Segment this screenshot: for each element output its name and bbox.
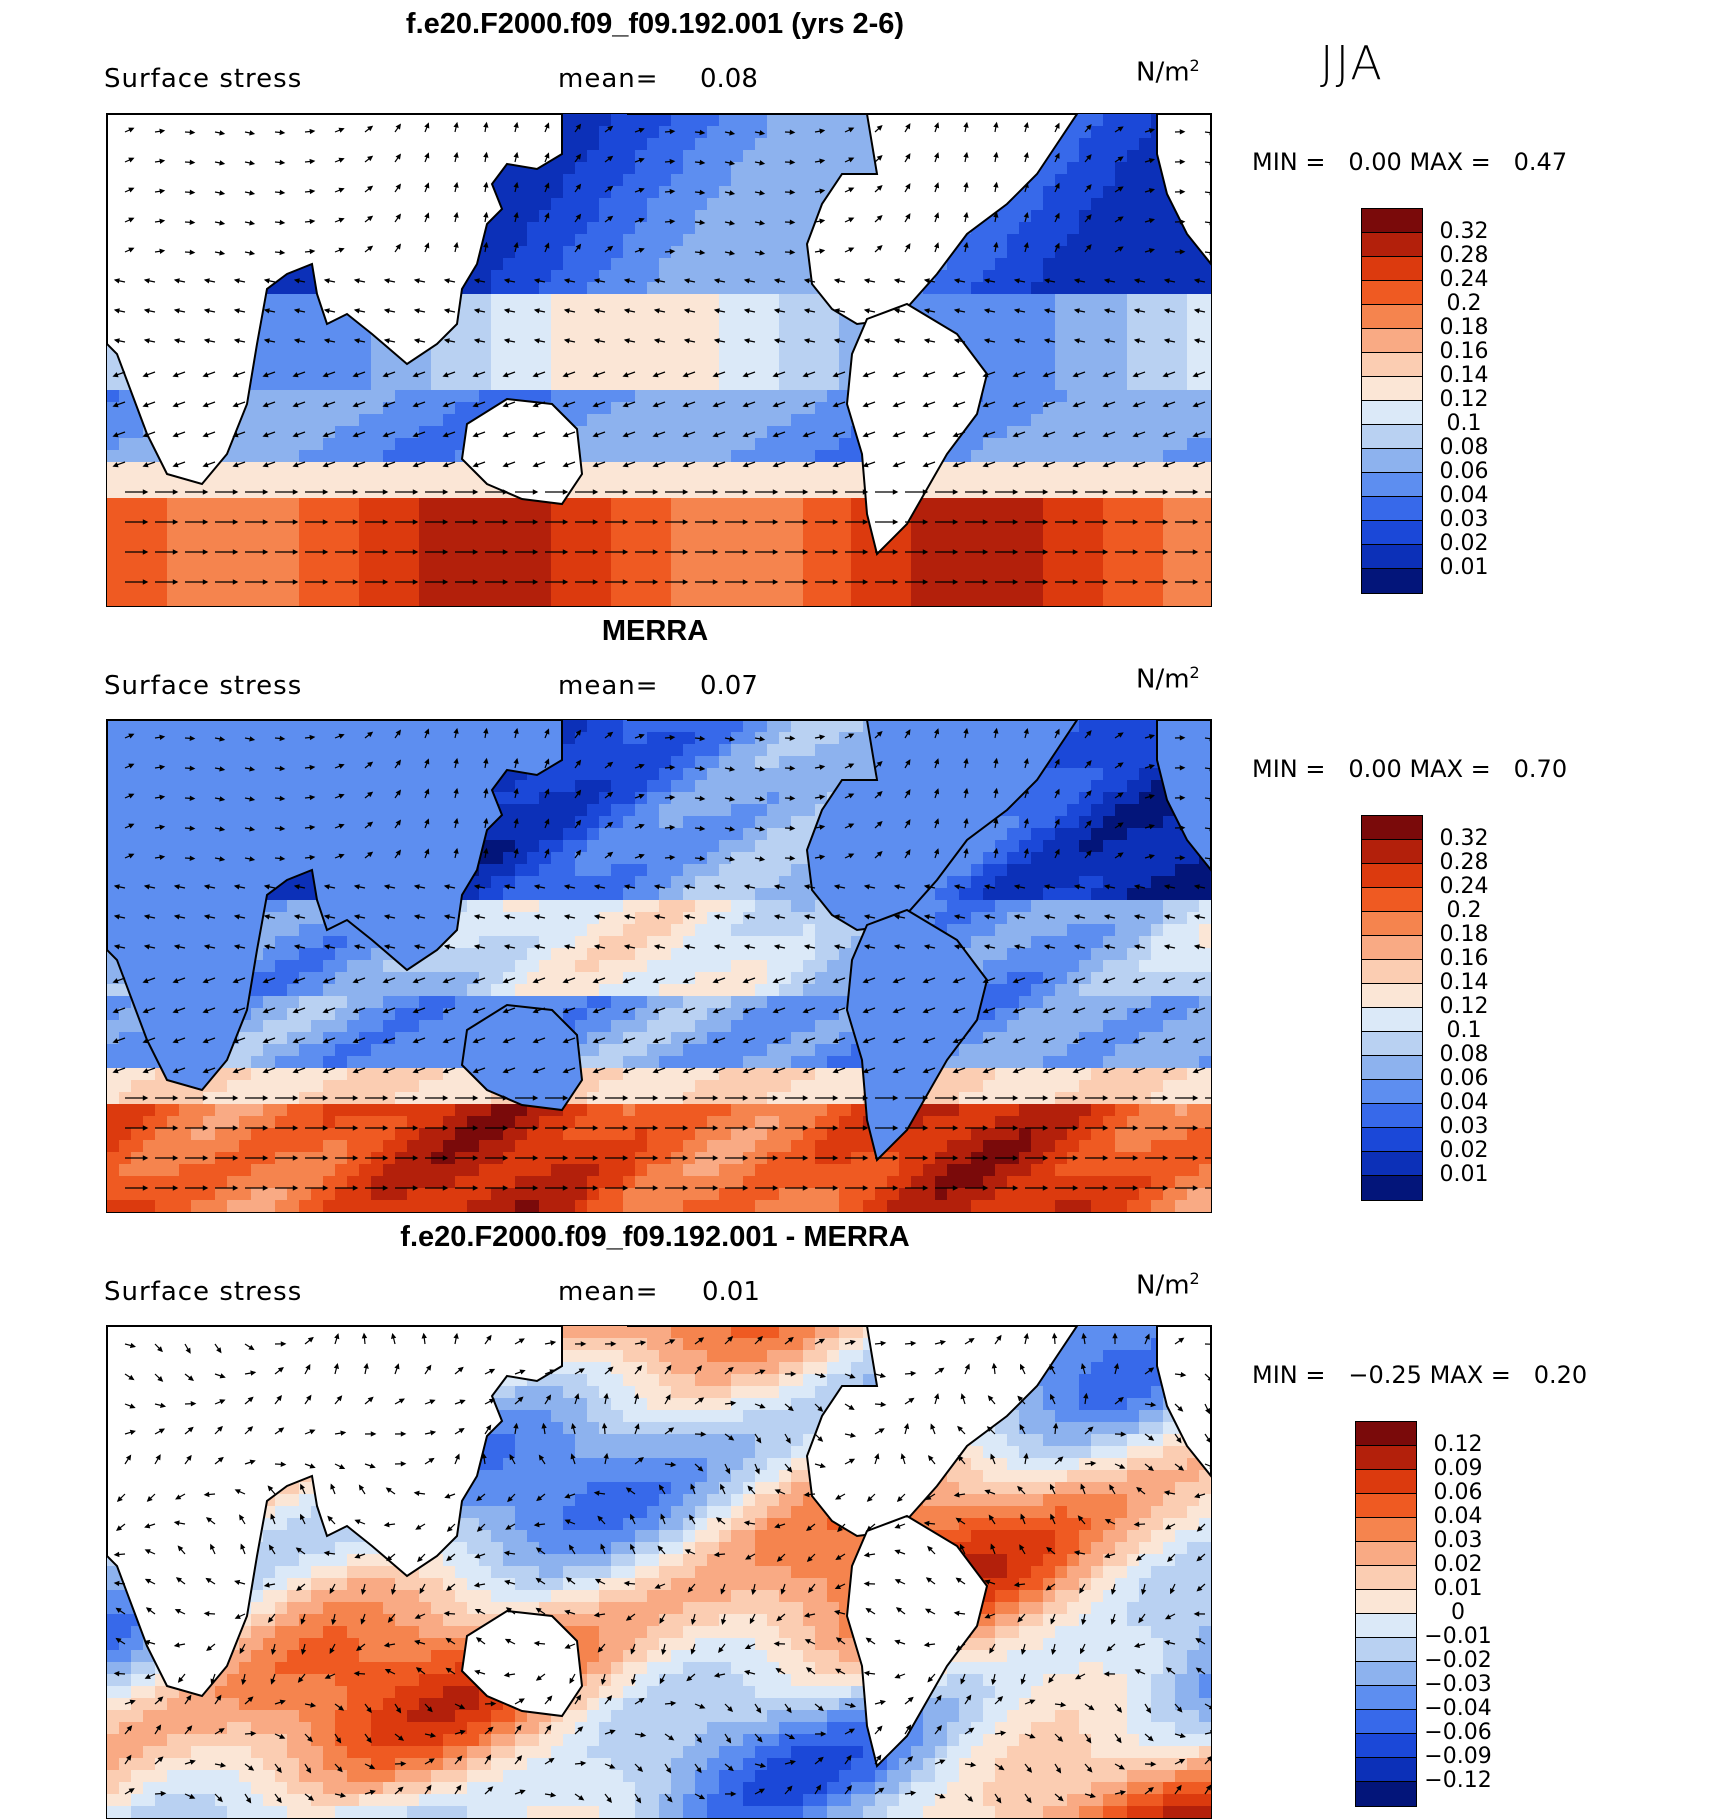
variable-label: Surface stress	[104, 1277, 302, 1307]
colorbar-swatch	[1355, 1565, 1417, 1590]
colorbar-tick-label: −0.06	[1413, 1720, 1503, 1745]
colorbar-tick-label: −0.09	[1413, 1744, 1503, 1769]
colorbar-tick-label: 0.06	[1413, 1480, 1503, 1505]
colorbar-swatch	[1355, 1733, 1417, 1758]
colorbar-swatch	[1355, 1613, 1417, 1638]
colorbar-swatch	[1355, 1709, 1417, 1734]
colorbar-tick-label: −0.04	[1413, 1696, 1503, 1721]
mean-label: mean=	[558, 1277, 659, 1307]
colorbar-tick-label: 0.03	[1413, 1528, 1503, 1553]
map-plot	[106, 1325, 1212, 1819]
colorbar-swatch	[1355, 1637, 1417, 1662]
colorbar-swatch	[1355, 1589, 1417, 1614]
colorbar-swatch	[1355, 1541, 1417, 1566]
colorbar-swatch	[1355, 1469, 1417, 1494]
colorbar-swatch	[1355, 1493, 1417, 1518]
panel-title: f.e20.F2000.f09_f09.192.001 - MERRA	[0, 1221, 1310, 1254]
colorbar-tick-label: 0.12	[1413, 1432, 1503, 1457]
colorbar-tick-label: 0.09	[1413, 1456, 1503, 1481]
colorbar-tick-label: −0.12	[1413, 1768, 1503, 1793]
colorbar-tick-label: 0.04	[1413, 1504, 1503, 1529]
colorbar-swatch	[1355, 1685, 1417, 1710]
colorbar-swatch	[1355, 1661, 1417, 1686]
colorbar-tick-label: 0.01	[1413, 1576, 1503, 1601]
colorbar-tick-label: 0	[1413, 1600, 1503, 1625]
colorbar-tick-label: −0.01	[1413, 1624, 1503, 1649]
colorbar-swatch	[1355, 1445, 1417, 1470]
colorbar-swatch	[1355, 1517, 1417, 1542]
colorbar-tick-label: −0.03	[1413, 1672, 1503, 1697]
colorbar-tick-label: −0.02	[1413, 1648, 1503, 1673]
colorbar-swatch	[1355, 1781, 1417, 1807]
mean-value: 0.01	[702, 1277, 760, 1307]
min-max-readout: MIN = −0.25 MAX = 0.20	[1252, 1361, 1587, 1389]
colorbar-swatch	[1355, 1757, 1417, 1782]
colorbar-swatch	[1355, 1421, 1417, 1446]
units-label: N/m2	[1136, 1269, 1200, 1301]
colorbar-tick-label: 0.02	[1413, 1552, 1503, 1577]
